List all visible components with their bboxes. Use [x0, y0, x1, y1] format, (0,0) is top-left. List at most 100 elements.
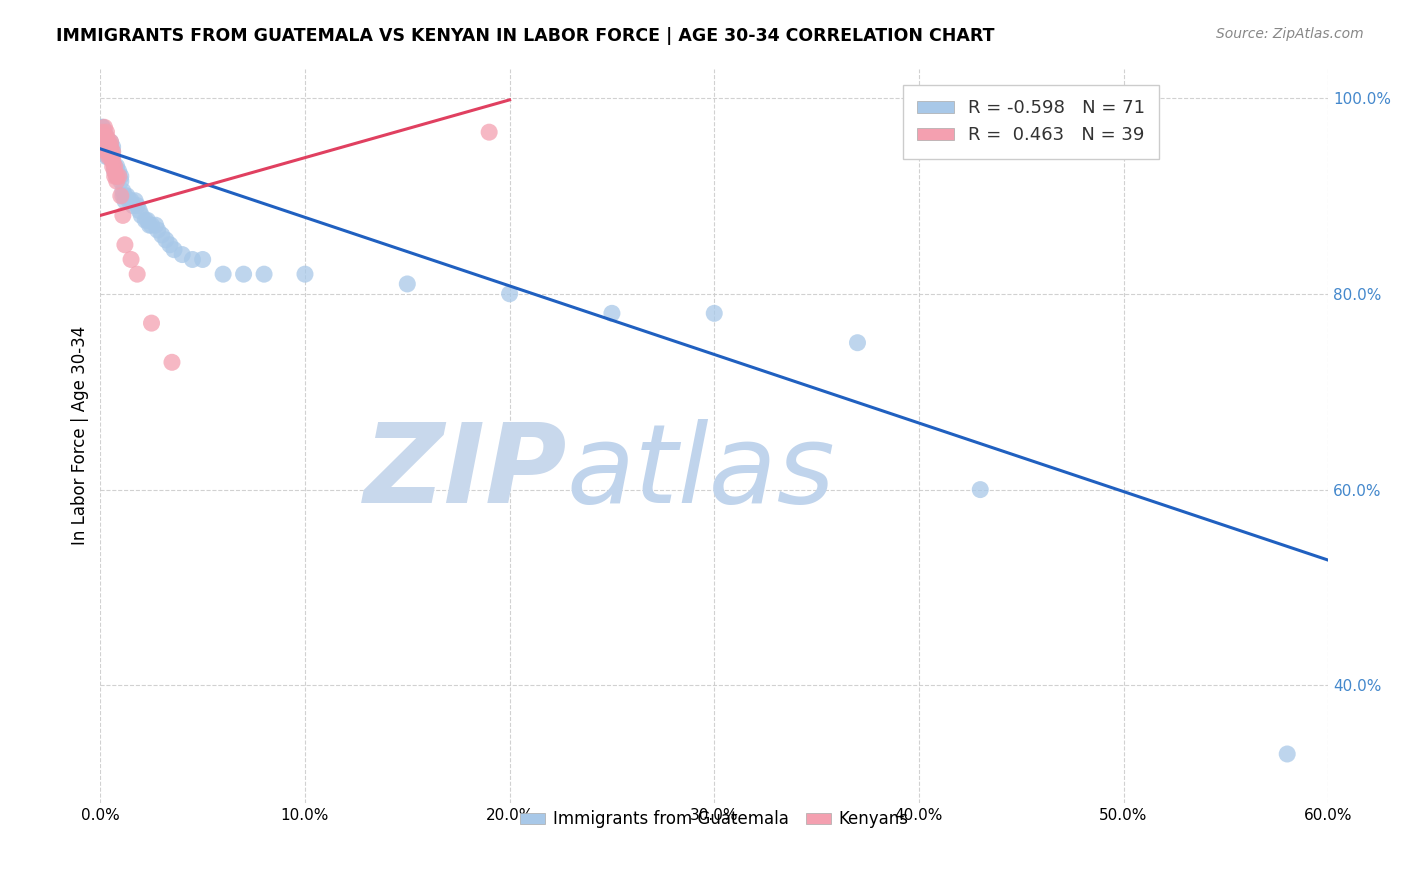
Point [253, 267, 276, 281]
Y-axis label: In Labor Force | Age 30-34: In Labor Force | Age 30-34 [72, 326, 89, 545]
Point [115, 189, 138, 203]
Point [101, 150, 124, 164]
Point [100, 140, 122, 154]
Text: Source: ZipAtlas.com: Source: ZipAtlas.com [1216, 27, 1364, 41]
Point [100, 135, 122, 149]
Point [93, 135, 115, 149]
Point [110, 189, 132, 203]
Point [478, 125, 501, 139]
Point [104, 160, 127, 174]
Point [114, 237, 136, 252]
Point [114, 194, 136, 208]
Text: atlas: atlas [567, 419, 835, 526]
Point [97, 135, 120, 149]
Point [91, 135, 114, 149]
Point [97, 140, 120, 154]
Point [118, 194, 141, 208]
Point [100, 145, 122, 159]
Point [107, 164, 129, 178]
Point [93, 145, 115, 159]
Point [96, 125, 118, 139]
Point [91, 125, 114, 139]
Point [93, 125, 115, 139]
Point [107, 169, 129, 184]
Point [104, 169, 127, 184]
Point [93, 130, 115, 145]
Point [91, 120, 114, 135]
Text: IMMIGRANTS FROM GUATEMALA VS KENYAN IN LABOR FORCE | AGE 30-34 CORRELATION CHART: IMMIGRANTS FROM GUATEMALA VS KENYAN IN L… [56, 27, 994, 45]
Point [703, 306, 725, 320]
Point [122, 199, 145, 213]
Point [111, 184, 134, 198]
Point [101, 145, 124, 159]
Point [146, 223, 169, 237]
Point [101, 150, 124, 164]
Legend: Immigrants from Guatemala, Kenyans: Immigrants from Guatemala, Kenyans [513, 804, 915, 835]
Point [107, 169, 129, 184]
Point [96, 150, 118, 164]
Point [1277, 747, 1299, 761]
Point [232, 267, 254, 281]
Point [101, 140, 124, 154]
Point [101, 160, 124, 174]
Point [93, 140, 115, 154]
Point [105, 174, 128, 188]
Point [110, 169, 132, 184]
Point [120, 252, 142, 267]
Point [181, 252, 204, 267]
Point [111, 189, 134, 203]
Point [141, 316, 163, 330]
Point [100, 150, 122, 164]
Point [100, 135, 122, 149]
Point [155, 233, 177, 247]
Point [101, 154, 124, 169]
Point [114, 189, 136, 203]
Point [104, 164, 127, 178]
Point [124, 194, 146, 208]
Point [96, 145, 118, 159]
Point [104, 160, 127, 174]
Point [96, 140, 118, 154]
Point [93, 130, 115, 145]
Point [969, 483, 991, 497]
Point [105, 169, 128, 184]
Point [134, 213, 156, 227]
Point [110, 174, 132, 188]
Point [100, 140, 122, 154]
Point [136, 213, 159, 227]
Point [129, 208, 152, 222]
Point [97, 150, 120, 164]
Point [294, 267, 316, 281]
Point [91, 140, 114, 154]
Point [97, 135, 120, 149]
Point [104, 164, 127, 178]
Point [93, 120, 115, 135]
Point [91, 120, 114, 135]
Point [91, 135, 114, 149]
Text: ZIP: ZIP [363, 419, 567, 526]
Point [128, 203, 150, 218]
Point [127, 199, 149, 213]
Point [96, 135, 118, 149]
Point [150, 227, 173, 242]
Point [163, 243, 186, 257]
Point [91, 130, 114, 145]
Point [111, 208, 134, 222]
Point [93, 140, 115, 154]
Point [846, 335, 869, 350]
Point [191, 252, 214, 267]
Point [212, 267, 235, 281]
Point [96, 140, 118, 154]
Point [600, 306, 623, 320]
Point [141, 218, 163, 232]
Point [127, 267, 149, 281]
Point [100, 150, 122, 164]
Point [172, 247, 194, 261]
Point [97, 145, 120, 159]
Point [91, 130, 114, 145]
Point [100, 145, 122, 159]
Point [101, 145, 124, 159]
Point [105, 169, 128, 184]
Point [120, 194, 142, 208]
Point [91, 130, 114, 145]
